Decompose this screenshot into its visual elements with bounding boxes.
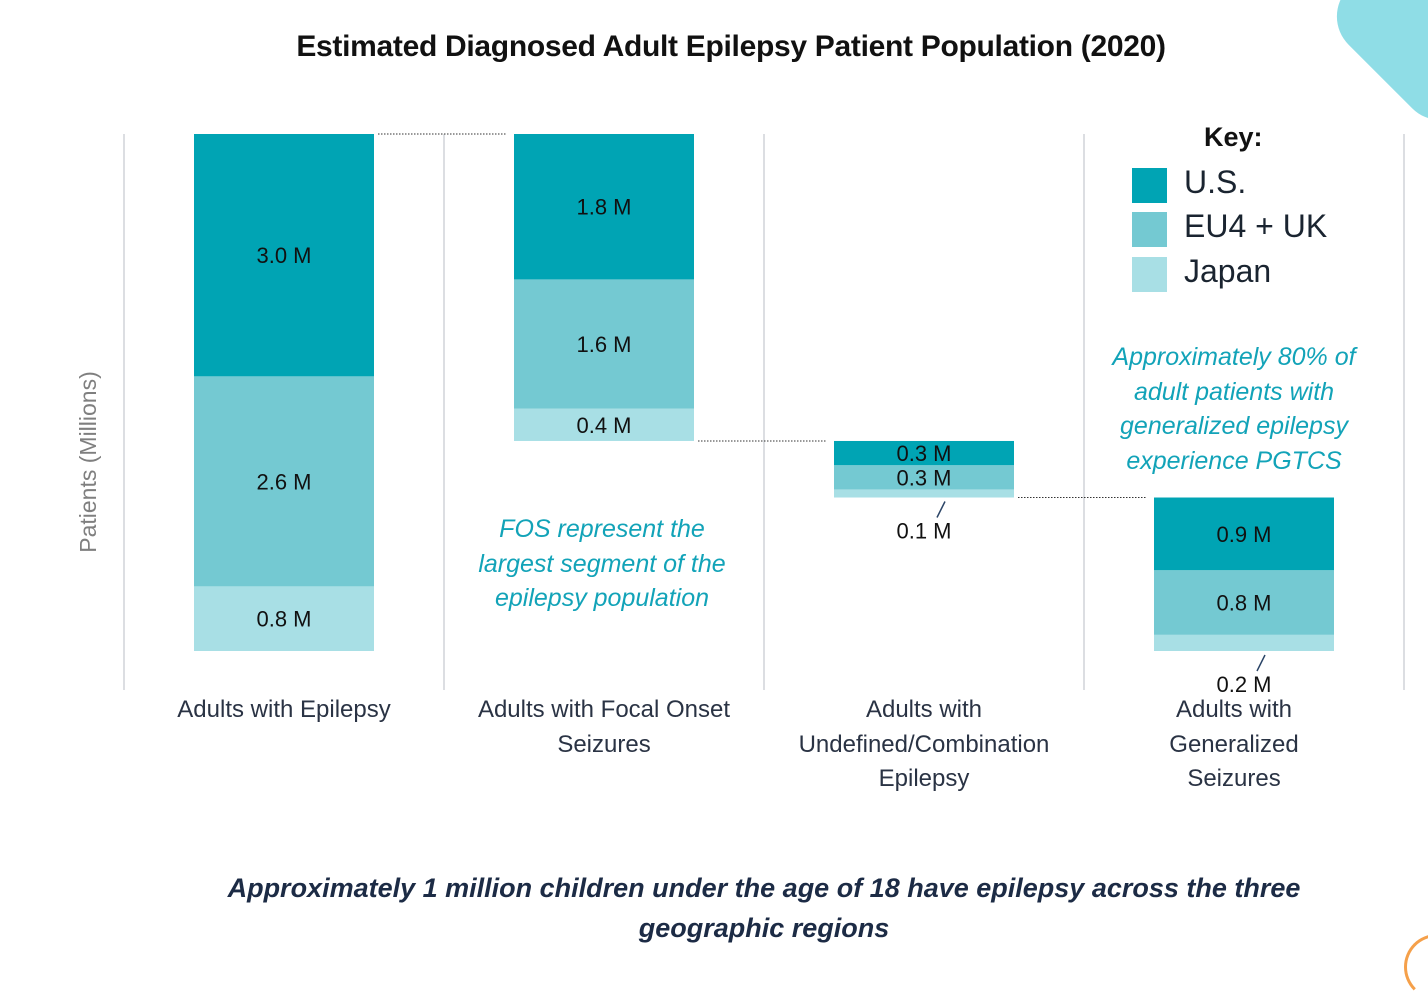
category-label: Adults with Epilepsy bbox=[124, 693, 444, 728]
category-label-line: Adults with bbox=[865, 696, 983, 723]
legend-title: Key: bbox=[1204, 122, 1263, 152]
fos-note-line: epilepsy population bbox=[494, 584, 710, 612]
bar-segment-japan bbox=[194, 586, 374, 651]
bar-value-label: 3.0 M bbox=[256, 243, 311, 268]
bar-segment-eu4-uk bbox=[194, 376, 374, 587]
category-label: Adults with Generalized Seizures bbox=[1074, 693, 1394, 797]
category-label-line: Seizures bbox=[557, 730, 651, 758]
category-label-line: Adults with Focal Onset bbox=[477, 696, 731, 723]
bar-segment-u-s bbox=[1154, 497, 1334, 571]
bar-value-label: 0.8 M bbox=[1216, 591, 1271, 616]
bar-value-label: 0.3 M bbox=[896, 441, 951, 466]
legend-swatch-eu bbox=[1132, 212, 1167, 247]
category-label-line: Seizures bbox=[1187, 765, 1281, 792]
bar-segment-japan bbox=[834, 489, 1014, 498]
fos-note-line: FOS represent the bbox=[499, 515, 705, 543]
pgtcs-note-line: adult patients with bbox=[1133, 377, 1335, 406]
bar-value-label: 1.6 M bbox=[576, 332, 631, 357]
bar-segment-u-s bbox=[834, 440, 1014, 466]
bar-value-label: 1.8 M bbox=[576, 195, 631, 220]
category-label-line: Adults with bbox=[1175, 696, 1293, 723]
category-label-line: Generalized bbox=[1169, 730, 1299, 758]
chart-title: Estimated Diagnosed Adult Epilepsy Patie… bbox=[296, 30, 1166, 63]
label-leader-line bbox=[936, 501, 946, 518]
bar-value-label: 0.9 M bbox=[1216, 522, 1271, 547]
bar-segment-u-s bbox=[194, 134, 374, 377]
bar-value-label: 0.4 M bbox=[576, 413, 631, 438]
category-label: Adults with Undefined/Combination Epilepsy bbox=[764, 693, 1084, 797]
fos-note: FOS represent the largest segment of the… bbox=[452, 512, 752, 616]
legend-label-japan: Japan bbox=[1184, 253, 1272, 289]
legend-label-us: U.S. bbox=[1184, 164, 1247, 200]
bar-segment-eu4-uk bbox=[834, 465, 1014, 490]
bar-value-label: 0.1 M bbox=[896, 519, 951, 544]
footer-note: Approximately 1 million children under t… bbox=[160, 868, 1368, 948]
category-label: Adults with Focal Onset Seizures bbox=[444, 693, 764, 762]
pgtcs-note-line: generalized epilepsy bbox=[1120, 412, 1348, 440]
bar-value-label: 2.6 M bbox=[256, 469, 311, 494]
bar-value-label: 0.8 M bbox=[256, 607, 311, 632]
legend-swatch-us bbox=[1132, 168, 1167, 203]
waterfall-chart: 0.8 M 2.6 M 3.0 M 0.4 M 1.6 M 1.8 M 0.1 M 0.3 M… bbox=[123, 133, 1405, 697]
pgtcs-note-line: Approximately 80% of bbox=[1112, 343, 1356, 371]
bar-value-label: 0.2 M bbox=[1216, 672, 1271, 697]
footer-line-1: Approximately 1 million children under t… bbox=[227, 873, 1301, 903]
legend-label-eu: EU4 + UK bbox=[1184, 208, 1328, 244]
bar-segment-eu4-uk bbox=[1154, 570, 1334, 635]
category-label-line: Adults with Epilepsy bbox=[177, 696, 391, 723]
fos-note-line: largest segment of the bbox=[478, 549, 726, 578]
label-leader-line bbox=[1256, 654, 1266, 672]
pgtcs-note: Approximately 80% of adult patients with… bbox=[1084, 340, 1384, 478]
legend-swatch-japan bbox=[1132, 257, 1167, 292]
footer-line-2: geographic regions bbox=[638, 913, 890, 943]
bar-segment-japan bbox=[1154, 634, 1334, 651]
pgtcs-note-line: experience PGTCS bbox=[1126, 446, 1342, 475]
category-label-line: Undefined/Combination bbox=[798, 730, 1050, 758]
bar-segment-japan bbox=[514, 408, 694, 441]
bar-value-label: 0.3 M bbox=[896, 465, 951, 490]
category-label-line: Epilepsy bbox=[878, 765, 970, 792]
bar-segment-u-s bbox=[514, 134, 694, 280]
bar-segment-eu4-uk bbox=[514, 279, 694, 409]
